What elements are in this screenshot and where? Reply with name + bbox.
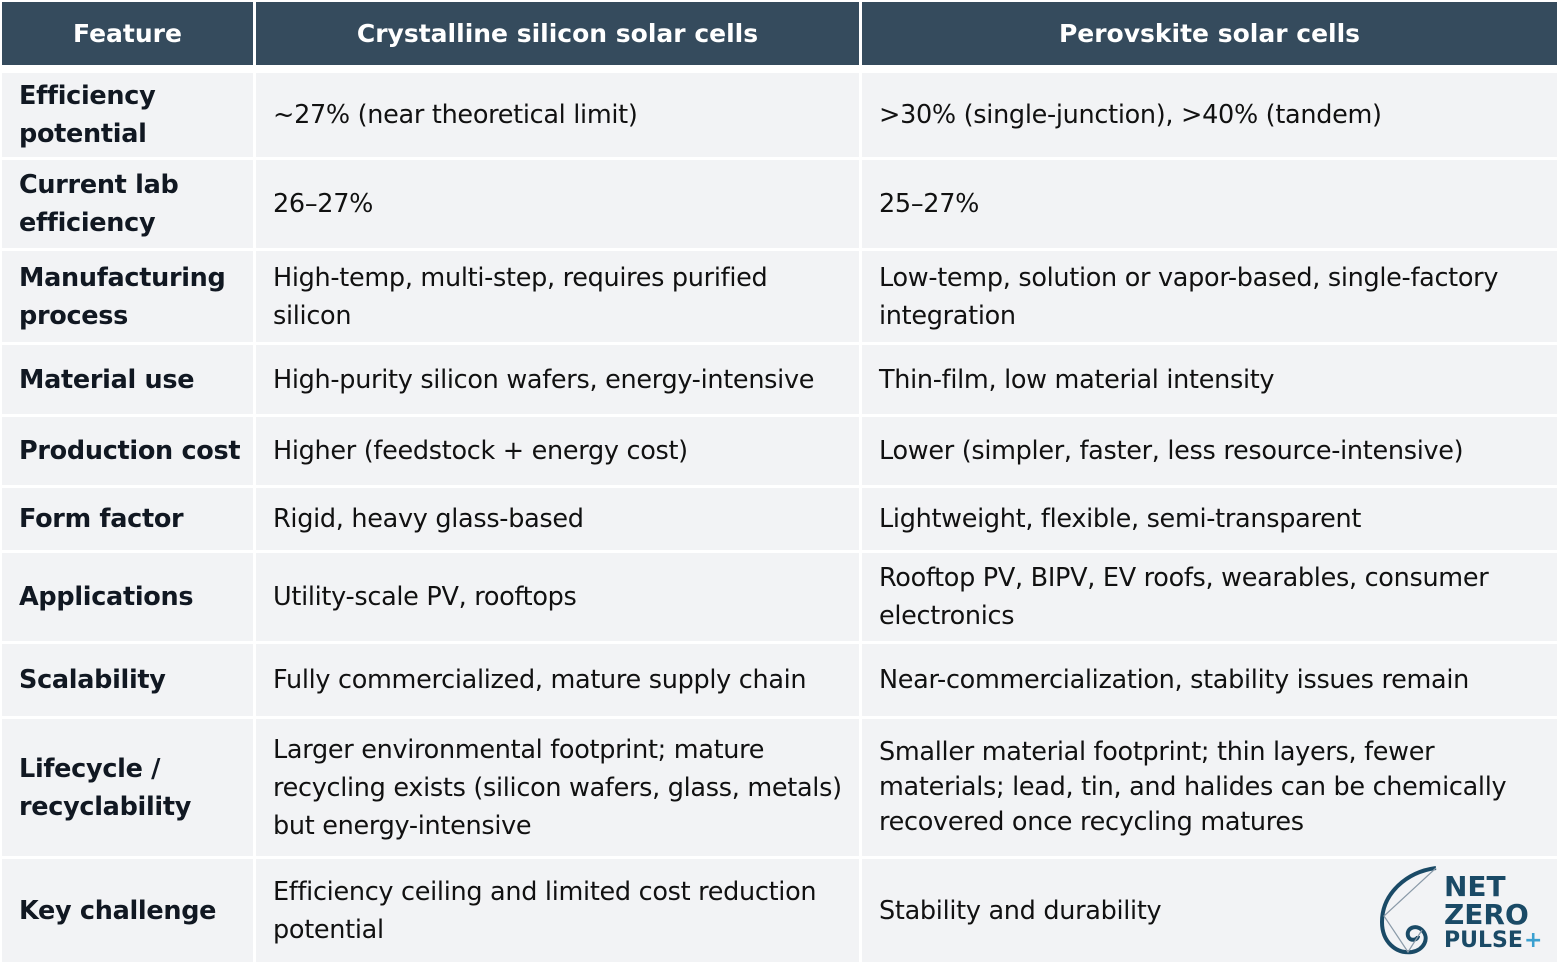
perovskite-cell: Rooftop PV, BIPV, EV roofs, wearables, c…	[859, 550, 1557, 641]
logo-net: NET	[1444, 870, 1506, 903]
header-feature: Feature	[2, 2, 253, 65]
silicon-cell: Utility-scale PV, rooftops	[253, 550, 859, 641]
feature-cell: Production cost	[2, 414, 253, 485]
table-row: Form factor Rigid, heavy glass-based Light…	[2, 485, 1557, 550]
silicon-cell: 26–27%	[253, 157, 859, 248]
perovskite-cell: Smaller material footprint; thin layers,…	[859, 716, 1557, 856]
table-row: Efficiency potential ~27% (near theoretic…	[2, 65, 1557, 157]
table-row: Manufacturing process High-temp, multi-st…	[2, 248, 1557, 342]
feature-cell: Manufacturing process	[2, 248, 253, 342]
silicon-cell: High-temp, multi-step, requires purified…	[253, 248, 859, 342]
perovskite-cell: Lightweight, flexible, semi-transparent	[859, 485, 1557, 550]
silicon-cell: Fully commercialized, mature supply chai…	[253, 641, 859, 716]
silicon-cell: Higher (feedstock + energy cost)	[253, 414, 859, 485]
logo-plus: +	[1524, 928, 1542, 953]
feature-cell: Scalability	[2, 641, 253, 716]
logo-zero: ZERO	[1444, 898, 1529, 931]
header-row: Feature Crystalline silicon solar cells …	[2, 2, 1557, 65]
feature-cell: Efficiency potential	[2, 65, 253, 157]
perovskite-cell: Lower (simpler, faster, less resource-in…	[859, 414, 1557, 485]
feature-cell: Applications	[2, 550, 253, 641]
table-row: Material use High-purity silicon wafers, …	[2, 342, 1557, 414]
feature-cell: Material use	[2, 342, 253, 414]
feature-cell: Lifecycle / recyclability	[2, 716, 253, 856]
table-row: Key challenge Efficiency ceiling and limi…	[2, 856, 1557, 962]
feature-cell: Key challenge	[2, 856, 253, 962]
table-row: Applications Utility-scale PV, rooftops Ro…	[2, 550, 1557, 641]
perovskite-cell: 25–27%	[859, 157, 1557, 248]
net-zero-pulse-logo: NET ZERO PULSE +	[1379, 866, 1542, 955]
silicon-cell: Efficiency ceiling and limited cost redu…	[253, 856, 859, 962]
perovskite-cell: Thin-film, low material intensity	[859, 342, 1557, 414]
perovskite-cell: >30% (single-junction), >40% (tandem)	[859, 65, 1557, 157]
perovskite-cell: Low-temp, solution or vapor-based, singl…	[859, 248, 1557, 342]
feature-cell: Form factor	[2, 485, 253, 550]
table-row: Scalability Fully commercialized, mature …	[2, 641, 1557, 716]
table-row: Production cost Higher (feedstock + energ…	[2, 414, 1557, 485]
table-row: Lifecycle / recyclability Larger environm…	[2, 716, 1557, 856]
feature-cell: Current lab efficiency	[2, 157, 253, 248]
silicon-cell: Larger environmental footprint; mature r…	[253, 716, 859, 856]
header-perovskite: Perovskite solar cells	[859, 2, 1557, 65]
perovskite-cell: Stability and durability	[859, 856, 1557, 962]
table-row: Current lab efficiency 26–27% 25–27%	[2, 157, 1557, 248]
silicon-cell: High-purity silicon wafers, energy-inten…	[253, 342, 859, 414]
silicon-cell: ~27% (near theoretical limit)	[253, 65, 859, 157]
perovskite-cell: Near-commercialization, stability issues…	[859, 641, 1557, 716]
spiral-icon	[1379, 866, 1437, 955]
header-silicon: Crystalline silicon solar cells	[253, 2, 859, 65]
silicon-cell: Rigid, heavy glass-based	[253, 485, 859, 550]
logo-pulse: PULSE	[1444, 928, 1523, 953]
